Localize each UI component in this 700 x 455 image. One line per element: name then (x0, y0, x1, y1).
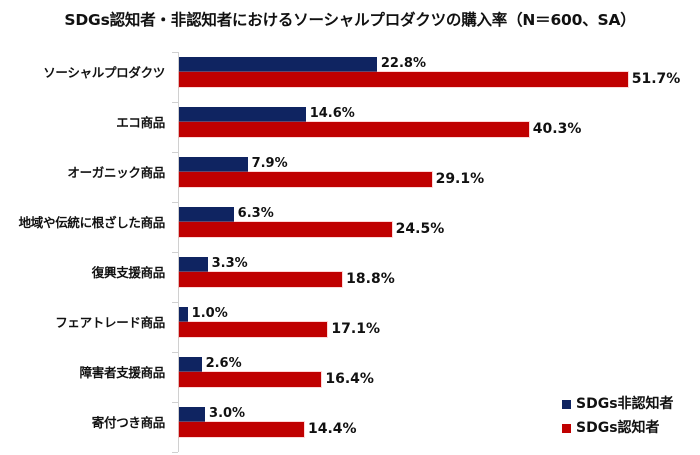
axis-tick (172, 452, 178, 453)
bar-non-aware (179, 207, 234, 222)
category-label: 復興支援商品 (91, 265, 166, 280)
bar-aware (179, 422, 304, 437)
bar-non-aware (179, 407, 206, 422)
bar-non-aware (179, 57, 377, 72)
axis-tick (172, 402, 178, 403)
category-axis-line (178, 52, 179, 452)
bar-aware (179, 372, 322, 387)
category-row: オーガニック商品 7.9% 29.1% (0, 152, 700, 202)
category-row: 地域や伝統に根ざした商品 6.3% 24.5% (0, 202, 700, 252)
legend-item-non-aware: SDGs非認知者 (562, 391, 674, 415)
category-row: 復興支援商品 3.3% 18.8% (0, 252, 700, 302)
value-label-non-aware: 7.9% (251, 156, 288, 171)
axis-tick (172, 102, 178, 103)
legend-label-non-aware: SDGs非認知者 (576, 396, 674, 412)
value-label-aware: 40.3% (532, 121, 582, 137)
value-label-aware: 17.1% (331, 321, 380, 337)
legend-item-aware: SDGs認知者 (562, 415, 674, 439)
value-label-non-aware: 3.0% (209, 406, 246, 421)
bar-aware (179, 72, 628, 87)
value-label-non-aware: 1.0% (191, 306, 228, 321)
legend-label-aware: SDGs認知者 (576, 420, 660, 436)
bar-non-aware (179, 157, 248, 172)
value-label-non-aware: 6.3% (237, 206, 274, 221)
axis-tick (172, 52, 178, 53)
axis-tick (172, 152, 178, 153)
axis-tick (172, 352, 178, 353)
bar-aware (179, 272, 343, 287)
chart-title: SDGs認知者・非認知者におけるソーシャルプロダクツの購入率（N＝600、SA） (64, 11, 636, 29)
value-label-aware: 14.4% (307, 421, 357, 437)
category-label: フェアトレード商品 (55, 315, 165, 330)
axis-tick (172, 202, 178, 203)
category-row: ソーシャルプロダクツ 22.8% 51.7% (0, 52, 700, 102)
legend-swatch-non-aware (562, 400, 571, 409)
value-label-aware: 24.5% (395, 221, 445, 237)
legend: SDGs非認知者 SDGs認知者 (562, 391, 674, 439)
category-row: 寄付つき商品 3.0% 14.4% (0, 402, 700, 452)
bar-aware (179, 322, 328, 337)
category-label: 障害者支援商品 (79, 365, 166, 380)
bar-non-aware (179, 307, 188, 322)
value-label-non-aware: 2.6% (205, 356, 242, 371)
value-label-non-aware: 3.3% (211, 256, 248, 271)
axis-tick (172, 302, 178, 303)
value-label-aware: 29.1% (435, 171, 485, 187)
bar-non-aware (179, 257, 208, 272)
category-row: 障害者支援商品 2.6% 16.4% (0, 352, 700, 402)
category-label: 地域や伝統に根ざした商品 (18, 215, 166, 230)
bar-aware (179, 122, 529, 137)
category-label: ソーシャルプロダクツ (43, 65, 165, 80)
bar-non-aware (179, 357, 202, 372)
plot-area: ソーシャルプロダクツ 22.8% 51.7% エコ商品 14.6% 40.3% オーガニック… (0, 52, 700, 453)
value-label-aware: 16.4% (325, 371, 374, 387)
category-label: オーガニック商品 (67, 165, 165, 180)
category-label: エコ商品 (116, 115, 165, 130)
axis-tick (172, 252, 178, 253)
bar-aware (179, 172, 432, 187)
value-label-aware: 18.8% (346, 271, 395, 287)
category-row: エコ商品 14.6% 40.3% (0, 102, 700, 152)
bar-non-aware (179, 107, 306, 122)
bar-aware (179, 222, 392, 237)
category-label: 寄付つき商品 (91, 415, 166, 430)
value-label-non-aware: 14.6% (309, 106, 355, 121)
category-row: フェアトレード商品 1.0% 17.1% (0, 302, 700, 352)
value-label-aware: 51.7% (631, 71, 681, 87)
value-label-non-aware: 22.8% (380, 56, 426, 71)
legend-swatch-aware (562, 424, 571, 433)
